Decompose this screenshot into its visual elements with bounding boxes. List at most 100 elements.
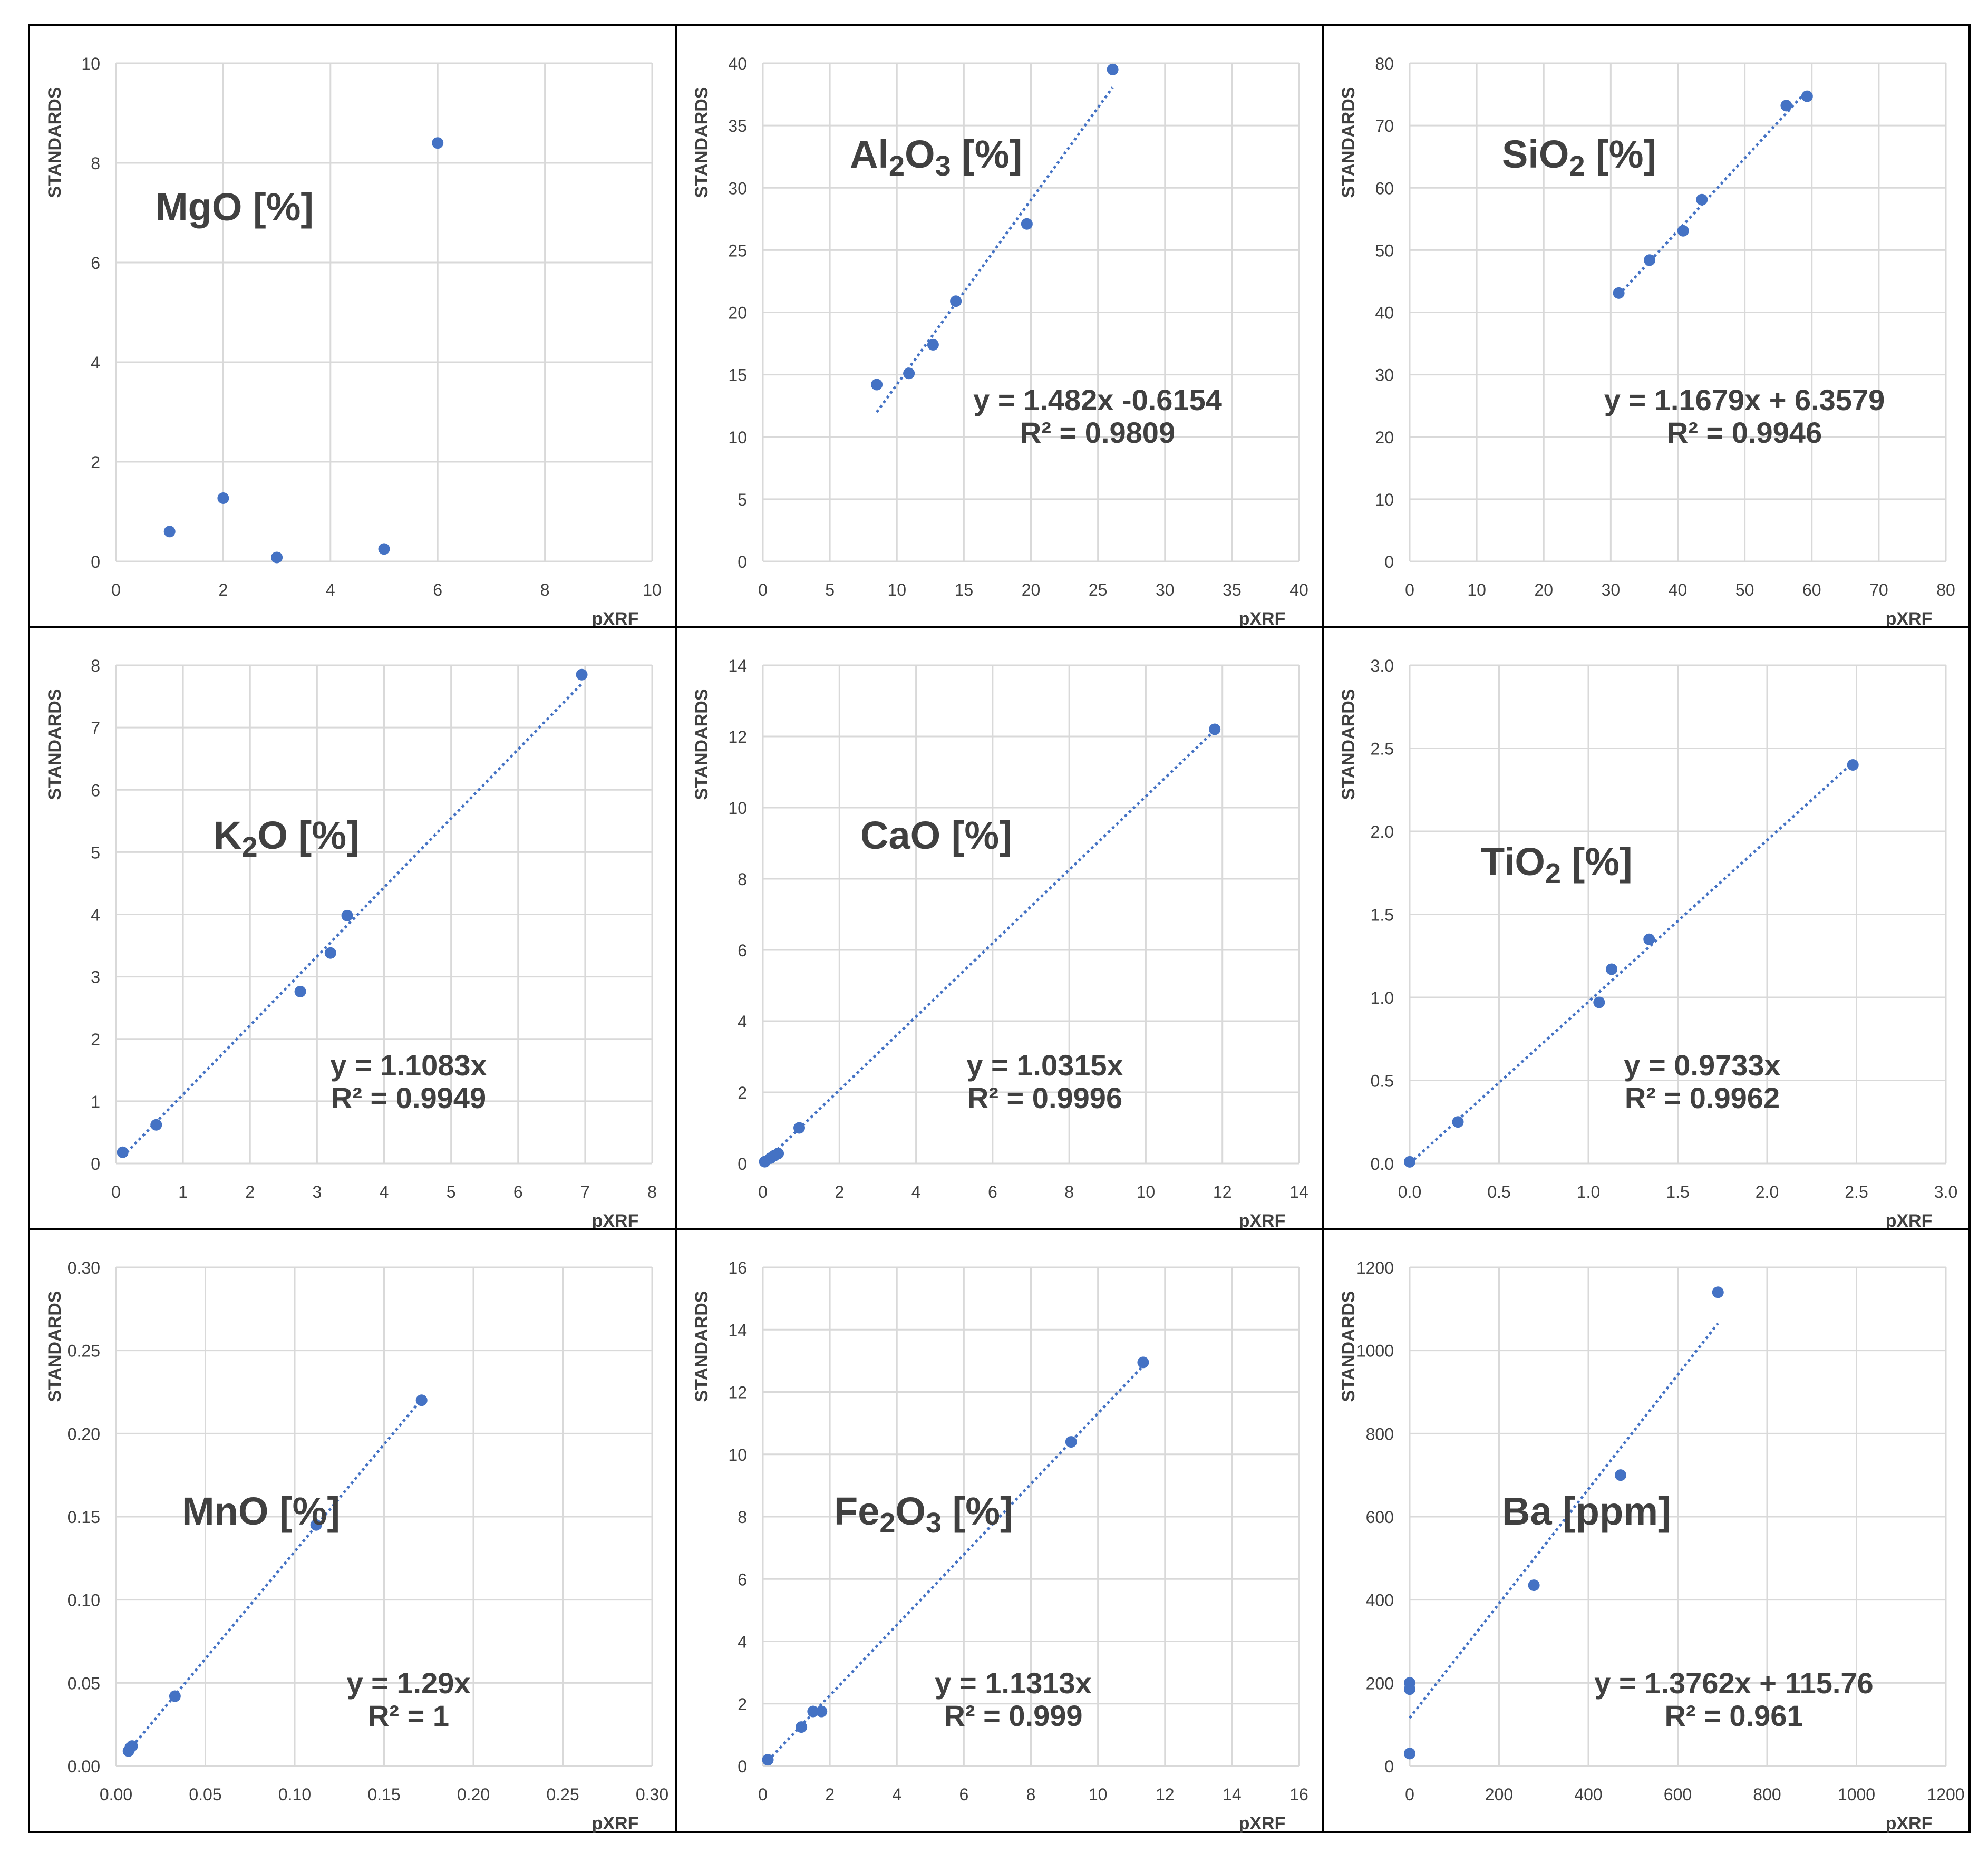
panel-title: CaO [%] [860, 813, 1012, 857]
y-tick-label: 1000 [1356, 1342, 1394, 1361]
x-tick-label: 40 [1289, 580, 1308, 599]
chart-panel-2: 0 5 10 15 20 25 30 35 400510152025303540pXRFSTAN… [675, 24, 1324, 629]
x-tick-label: 1.5 [1666, 1182, 1689, 1201]
x-axis-title: pXRF [592, 609, 639, 629]
y-tick-label: 4 [738, 1633, 747, 1652]
y-tick-label: 8 [738, 1508, 747, 1527]
y-tick-label: 2 [738, 1695, 747, 1714]
data-point [793, 1122, 806, 1134]
x-tick-label: 80 [1936, 580, 1955, 599]
y-tick-label: 30 [1375, 366, 1394, 385]
panel-frame [1322, 1228, 1971, 1833]
x-tick-label: 4 [892, 1785, 901, 1804]
y-tick-label: 800 [1366, 1424, 1394, 1443]
panel-title: MnO [%] [182, 1489, 340, 1533]
y-axis-title: STANDARDS [45, 1291, 65, 1402]
x-axis-title: pXRF [1886, 1211, 1933, 1231]
data-point [1021, 218, 1033, 230]
y-tick-label: 14 [728, 1321, 747, 1340]
trendline-equation: y = 1.3762x + 115.76 [1594, 1666, 1873, 1700]
y-tick-label: 0.10 [67, 1591, 100, 1610]
x-tick-label: 0 [758, 580, 768, 599]
data-point [1137, 1356, 1149, 1369]
x-tick-label: 0 [1405, 1785, 1414, 1804]
y-tick-label: 3.0 [1371, 656, 1394, 675]
x-tick-label: 70 [1869, 580, 1888, 599]
y-tick-label: 5 [738, 490, 747, 509]
x-axis-title: pXRF [592, 1211, 639, 1231]
x-tick-label: 0.05 [189, 1785, 221, 1804]
x-tick-label: 35 [1223, 580, 1242, 599]
y-tick-label: 5 [91, 843, 100, 862]
panel-title: Al2O3 [%] [850, 132, 1022, 182]
x-tick-label: 200 [1485, 1785, 1513, 1804]
y-tick-label: 200 [1366, 1674, 1394, 1693]
data-point [1209, 723, 1221, 735]
trendline [1409, 1322, 1719, 1719]
x-tick-label: 0.30 [636, 1785, 668, 1804]
x-tick-label: 1200 [1927, 1785, 1964, 1804]
data-point [1606, 963, 1618, 975]
y-tick-label: 12 [728, 727, 747, 746]
panel-title: Ba [ppm] [1502, 1489, 1671, 1533]
data-point [1107, 63, 1119, 75]
y-tick-label: 12 [728, 1383, 747, 1402]
x-tick-label: 5 [825, 580, 835, 599]
y-tick-label: 1 [91, 1092, 100, 1111]
x-tick-label: 1.0 [1577, 1182, 1600, 1201]
x-tick-label: 30 [1602, 580, 1621, 599]
data-point [271, 551, 283, 564]
trendline-r2: R² = 0.9996 [967, 1081, 1122, 1114]
x-tick-label: 8 [540, 580, 550, 599]
trendline-r2: R² = 0.961 [1664, 1699, 1803, 1732]
y-tick-label: 10 [1375, 490, 1394, 509]
y-axis-title: STANDARDS [1339, 1291, 1359, 1402]
y-tick-label: 0 [1384, 552, 1394, 571]
y-tick-label: 40 [1375, 304, 1394, 323]
panel-title: TiO2 [%] [1481, 840, 1633, 889]
data-point [1593, 996, 1605, 1008]
y-tick-label: 50 [1375, 241, 1394, 260]
data-point [150, 1119, 162, 1131]
data-point [772, 1148, 784, 1160]
data-point [217, 492, 229, 504]
data-point [163, 526, 176, 538]
x-axis-title: pXRF [1886, 609, 1933, 629]
data-point [1528, 1579, 1540, 1592]
x-tick-label: 0.15 [367, 1785, 400, 1804]
y-tick-label: 0.25 [67, 1342, 100, 1361]
y-tick-label: 2.0 [1371, 822, 1394, 841]
y-axis-title: STANDARDS [1339, 689, 1359, 800]
y-tick-label: 10 [728, 1445, 747, 1464]
x-axis-title: pXRF [592, 1813, 639, 1833]
y-axis-title: STANDARDS [45, 689, 65, 800]
y-tick-label: 4 [738, 1012, 747, 1031]
x-axis-title: pXRF [1239, 609, 1286, 629]
data-point [126, 1740, 138, 1752]
data-point [324, 947, 336, 959]
x-tick-label: 800 [1753, 1785, 1781, 1804]
trendline-equation: y = 0.9733x [1624, 1049, 1780, 1082]
trendline-r2: R² = 0.9946 [1667, 416, 1822, 449]
x-tick-label: 0 [111, 1182, 121, 1201]
x-tick-label: 40 [1669, 580, 1688, 599]
x-tick-label: 3.0 [1934, 1182, 1957, 1201]
x-tick-label: 4 [326, 580, 335, 599]
data-point [1452, 1116, 1464, 1128]
x-tick-label: 6 [959, 1785, 968, 1804]
x-tick-label: 0 [758, 1182, 768, 1201]
x-tick-label: 4 [911, 1182, 921, 1201]
x-tick-label: 15 [955, 580, 974, 599]
chart-panel-3: 0 10 20 30 40 50 60 70 8001020304050607080pXRFST… [1322, 24, 1971, 629]
trendline-r2: R² = 0.9962 [1625, 1081, 1780, 1114]
y-axis-title: STANDARDS [692, 689, 712, 800]
data-point [378, 543, 390, 555]
y-tick-label: 0.0 [1371, 1155, 1394, 1173]
y-tick-label: 1.5 [1371, 906, 1394, 925]
y-tick-label: 8 [738, 870, 747, 889]
data-point [807, 1705, 819, 1718]
x-tick-label: 5 [447, 1182, 456, 1201]
x-tick-label: 600 [1664, 1785, 1692, 1804]
data-point [816, 1705, 828, 1718]
